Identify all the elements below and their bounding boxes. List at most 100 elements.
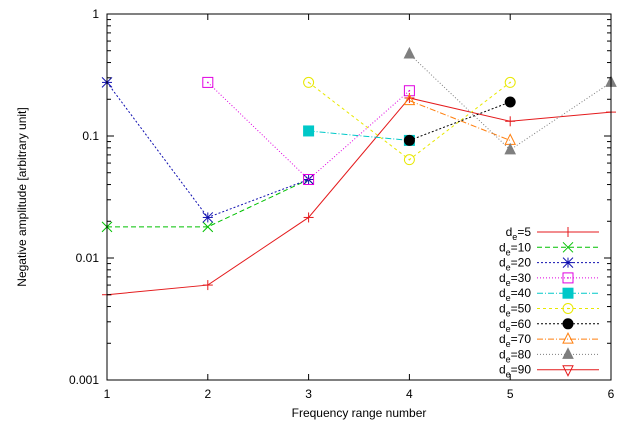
legend-label-base: d bbox=[499, 347, 506, 361]
x-tick-label: 5 bbox=[507, 387, 514, 401]
series-line bbox=[409, 53, 612, 151]
legend-label-subscript: e bbox=[506, 247, 511, 257]
legend-label-suffix: =90 bbox=[511, 363, 532, 377]
legend-label-base: d bbox=[499, 240, 506, 254]
series-line bbox=[409, 101, 511, 141]
legend-label-suffix: =50 bbox=[511, 302, 532, 316]
series-line bbox=[308, 130, 410, 141]
legend-marker bbox=[562, 331, 574, 344]
plot-frame bbox=[106, 13, 612, 381]
legend-entry: de=60 bbox=[499, 317, 599, 334]
series-4 bbox=[303, 125, 415, 146]
legend-marker bbox=[562, 241, 574, 253]
legend-label-base: d bbox=[499, 286, 506, 300]
legend-label: de=30 bbox=[499, 271, 531, 288]
data-point bbox=[403, 93, 416, 106]
legend-label-subscript: e bbox=[506, 263, 511, 273]
legend-label-subscript: e bbox=[506, 370, 511, 380]
legend-marker bbox=[562, 287, 574, 299]
data-point bbox=[303, 173, 315, 185]
data-point bbox=[504, 76, 516, 88]
legend-marker bbox=[563, 227, 573, 237]
legend-label-base: d bbox=[506, 225, 513, 239]
legend-label-base: d bbox=[499, 317, 506, 331]
legend-label-subscript: e bbox=[506, 339, 511, 349]
y-tick-label: 0.01 bbox=[76, 251, 100, 265]
legend-entry: de=5 bbox=[506, 225, 599, 242]
legend-label-subscript: e bbox=[506, 309, 511, 319]
x-tick-label: 3 bbox=[305, 387, 312, 401]
legend-label: de=60 bbox=[499, 317, 531, 334]
y-tick-label: 0.001 bbox=[69, 373, 99, 387]
legend-label: de=90 bbox=[499, 363, 531, 380]
legend-entry: de=90 bbox=[499, 363, 599, 380]
legend-entry: de=20 bbox=[499, 256, 599, 273]
series-5 bbox=[303, 76, 516, 166]
legend-marker bbox=[562, 347, 574, 359]
legend-label-base: d bbox=[499, 256, 506, 270]
legend-marker bbox=[562, 303, 574, 314]
x-tick-label: 6 bbox=[608, 387, 615, 401]
legend-entry: de=70 bbox=[499, 331, 599, 349]
legend-label-subscript: e bbox=[512, 232, 517, 242]
legend-marker bbox=[562, 365, 574, 377]
series-6 bbox=[403, 96, 516, 146]
data-point bbox=[505, 116, 516, 127]
x-tick-label: 1 bbox=[104, 387, 111, 401]
legend-label-subscript: e bbox=[506, 278, 511, 288]
legend-label-suffix: =30 bbox=[511, 271, 532, 285]
legend-label-suffix: =60 bbox=[511, 317, 532, 331]
legend-label-base: d bbox=[499, 363, 506, 377]
legend-label-suffix: =70 bbox=[511, 332, 532, 346]
data-point bbox=[303, 212, 314, 223]
series-layer bbox=[101, 46, 617, 300]
y-tick-label: 1 bbox=[92, 7, 99, 21]
series-2 bbox=[101, 77, 314, 223]
data-point bbox=[504, 142, 517, 155]
legend-label: de=20 bbox=[499, 256, 531, 273]
series-line bbox=[409, 100, 511, 141]
series-1 bbox=[101, 174, 314, 233]
legend-label-subscript: e bbox=[506, 324, 511, 334]
legend-label-base: d bbox=[499, 271, 506, 285]
data-point bbox=[202, 76, 214, 88]
ticks-layer: 1 2 3 4 5 6 0.001 0.01 0.1 1 bbox=[69, 7, 615, 401]
legend: de=5de=10de=20de=30de=40de=50de=60de=70d… bbox=[499, 225, 599, 380]
legend-label: de=70 bbox=[499, 332, 531, 349]
data-point bbox=[202, 280, 213, 291]
legend-label-suffix: =20 bbox=[511, 256, 532, 270]
data-point bbox=[303, 125, 315, 137]
data-point bbox=[202, 212, 214, 223]
data-point bbox=[403, 154, 415, 166]
series-line bbox=[106, 82, 309, 219]
data-point bbox=[403, 134, 415, 146]
legend-entry: de=10 bbox=[499, 240, 599, 257]
legend-label: de=10 bbox=[499, 240, 531, 257]
legend-entry: de=80 bbox=[499, 347, 599, 364]
legend-marker bbox=[562, 272, 574, 284]
legend-label: de=40 bbox=[499, 286, 531, 303]
legend-label: de=5 bbox=[506, 225, 532, 242]
legend-label-suffix: =40 bbox=[511, 286, 532, 300]
legend-label-suffix: =80 bbox=[511, 347, 532, 361]
series-0 bbox=[102, 92, 616, 300]
data-point bbox=[504, 96, 516, 108]
legend-label-suffix: =10 bbox=[511, 240, 532, 254]
legend-label-base: d bbox=[499, 302, 506, 316]
legend-label: de=80 bbox=[499, 347, 531, 364]
y-tick-label: 0.1 bbox=[82, 129, 99, 143]
legend-label-suffix: =5 bbox=[517, 225, 531, 239]
legend-entry: de=30 bbox=[499, 271, 599, 288]
data-point bbox=[303, 76, 315, 88]
legend-marker bbox=[562, 318, 574, 330]
data-point bbox=[403, 46, 416, 59]
x-axis-label: Frequency range number bbox=[292, 406, 427, 420]
y-axis-label: Negative amplitude [arbitrary unit] bbox=[15, 107, 29, 286]
legend-label-subscript: e bbox=[506, 354, 511, 364]
legend-label: de=50 bbox=[499, 302, 531, 319]
legend-entry: de=40 bbox=[499, 286, 599, 303]
legend-entry: de=50 bbox=[499, 302, 599, 319]
x-tick-label: 2 bbox=[204, 387, 211, 401]
series-line bbox=[106, 97, 612, 296]
